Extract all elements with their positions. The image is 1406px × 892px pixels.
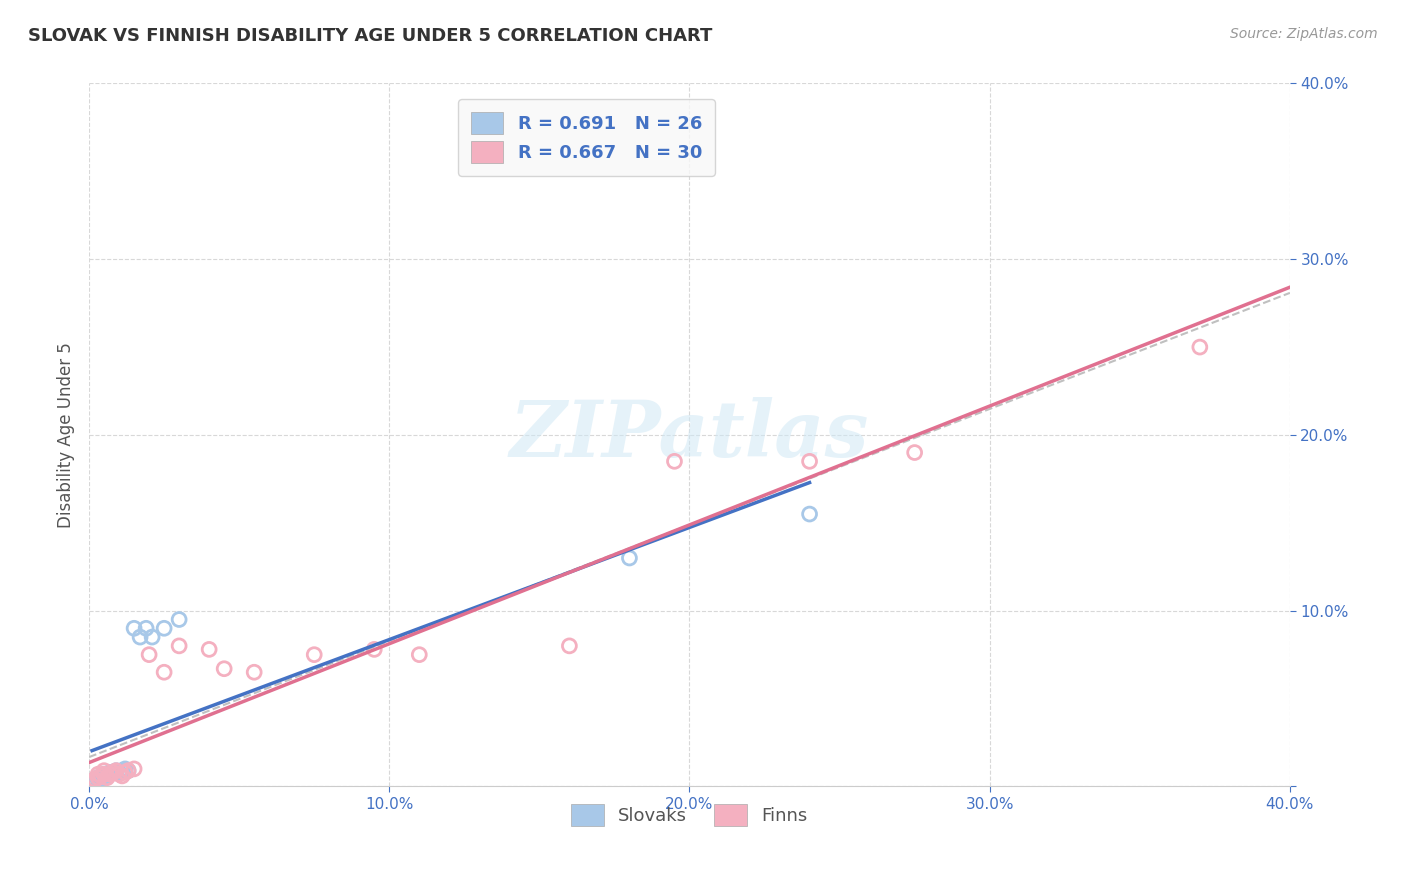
Point	[108, 765, 131, 780]
Point	[799, 507, 821, 521]
Point	[90, 769, 112, 783]
Y-axis label: Disability Age Under 5: Disability Age Under 5	[58, 342, 75, 528]
Point	[799, 454, 821, 468]
Point	[108, 767, 131, 781]
Point	[96, 771, 118, 785]
Point	[105, 764, 128, 778]
Point	[84, 772, 107, 787]
Point	[619, 551, 641, 566]
Point	[117, 764, 139, 778]
Point	[114, 762, 136, 776]
Point	[135, 621, 157, 635]
Point	[167, 613, 190, 627]
Text: Source: ZipAtlas.com: Source: ZipAtlas.com	[1230, 27, 1378, 41]
Point	[84, 774, 107, 789]
Point	[90, 772, 112, 787]
Point	[93, 764, 115, 778]
Point	[111, 769, 134, 783]
Point	[167, 639, 190, 653]
Point	[93, 771, 115, 785]
Point	[153, 665, 176, 680]
Legend: Slovaks, Finns: Slovaks, Finns	[564, 797, 815, 834]
Point	[87, 771, 110, 785]
Point	[90, 769, 112, 783]
Point	[198, 642, 221, 657]
Point	[363, 642, 385, 657]
Point	[96, 767, 118, 781]
Point	[87, 771, 110, 785]
Point	[80, 774, 103, 789]
Point	[243, 665, 266, 680]
Point	[101, 765, 124, 780]
Point	[122, 762, 145, 776]
Point	[153, 621, 176, 635]
Point	[408, 648, 430, 662]
Point	[80, 776, 103, 790]
Point	[114, 765, 136, 780]
Point	[117, 764, 139, 778]
Point	[87, 772, 110, 787]
Point	[93, 767, 115, 781]
Text: ZIPatlas: ZIPatlas	[510, 397, 869, 474]
Point	[302, 648, 325, 662]
Point	[1188, 340, 1211, 354]
Point	[98, 767, 121, 781]
Point	[904, 445, 927, 459]
Point	[664, 454, 686, 468]
Point	[141, 630, 163, 644]
Point	[138, 648, 160, 662]
Point	[87, 767, 110, 781]
Point	[105, 764, 128, 778]
Text: SLOVAK VS FINNISH DISABILITY AGE UNDER 5 CORRELATION CHART: SLOVAK VS FINNISH DISABILITY AGE UNDER 5…	[28, 27, 713, 45]
Point	[93, 767, 115, 781]
Point	[558, 639, 581, 653]
Point	[96, 769, 118, 783]
Point	[111, 764, 134, 778]
Point	[129, 630, 152, 644]
Point	[212, 662, 235, 676]
Point	[84, 772, 107, 787]
Point	[98, 765, 121, 780]
Point	[101, 765, 124, 780]
Point	[122, 621, 145, 635]
